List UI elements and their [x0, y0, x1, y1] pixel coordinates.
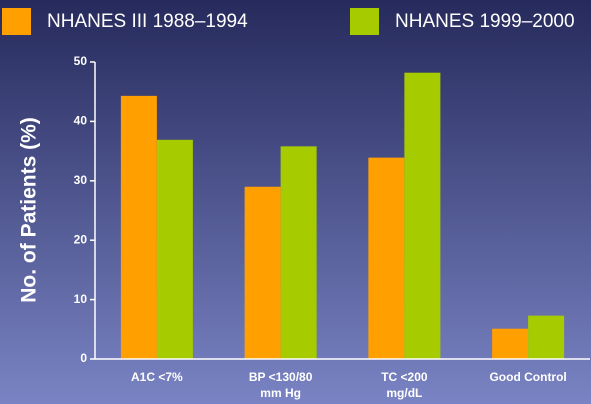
x-tick-label: BP <130/80 mm Hg	[249, 370, 313, 400]
legend-swatch	[350, 8, 379, 35]
bar	[280, 146, 317, 359]
bar	[368, 157, 405, 359]
legend-swatch	[2, 8, 31, 35]
y-axis-label: No. of Patients (%)	[18, 117, 41, 303]
y-tick-label: 20	[74, 232, 88, 246]
x-tick-label: Good Control	[489, 370, 566, 384]
bar	[528, 315, 565, 359]
legend-label: NHANES III 1988–1994	[47, 11, 248, 32]
bar	[120, 95, 157, 359]
y-tick-label: 30	[74, 173, 88, 187]
bar	[492, 328, 529, 359]
y-tick-label: 10	[74, 292, 88, 306]
legend-label: NHANES 1999–2000	[395, 11, 575, 32]
bar	[244, 186, 281, 359]
x-tick-label: TC <200 mg/dL	[381, 370, 428, 400]
y-tick-label: 50	[74, 54, 88, 68]
bar	[156, 139, 193, 359]
bar	[404, 72, 441, 359]
y-tick-label: 40	[74, 114, 88, 128]
y-tick-label: 0	[80, 351, 87, 365]
x-tick-label: A1C <7%	[131, 370, 183, 384]
